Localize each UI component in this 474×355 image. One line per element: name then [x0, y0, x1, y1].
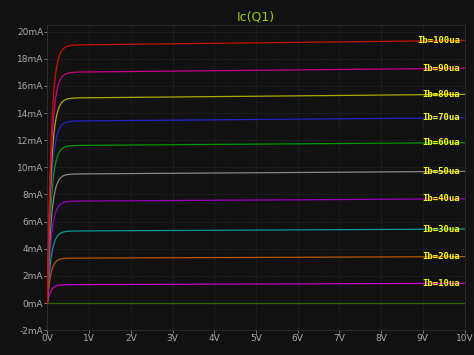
Text: Ib=40ua: Ib=40ua — [423, 194, 460, 203]
Title: Ic(Q1): Ic(Q1) — [237, 11, 275, 24]
Text: Ib=70ua: Ib=70ua — [423, 113, 460, 122]
Text: Ib=100ua: Ib=100ua — [417, 36, 460, 45]
Text: Ib=80ua: Ib=80ua — [423, 90, 460, 99]
Text: Ib=50ua: Ib=50ua — [423, 167, 460, 176]
Text: Ib=10ua: Ib=10ua — [423, 279, 460, 288]
Text: Ib=20ua: Ib=20ua — [423, 252, 460, 261]
Text: Ib=30ua: Ib=30ua — [423, 225, 460, 234]
Text: Ib=60ua: Ib=60ua — [423, 138, 460, 147]
Text: Ib=90ua: Ib=90ua — [423, 64, 460, 73]
